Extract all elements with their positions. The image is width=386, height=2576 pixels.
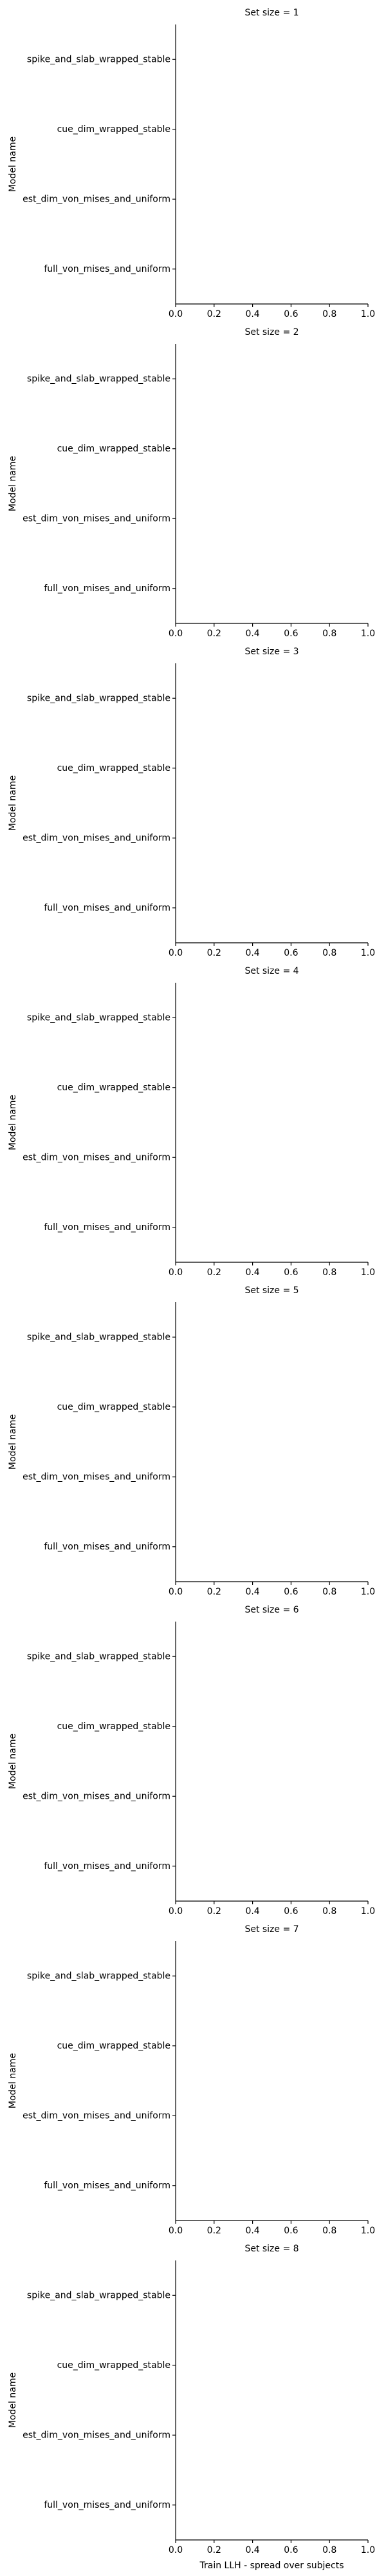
x-tick-label: 0.8 <box>322 1906 336 1917</box>
y-tick-label: full_von_mises_and_uniform <box>44 583 170 594</box>
y-tick-label: spike_and_slab_wrapped_stable <box>27 2290 170 2300</box>
y-tick-label: spike_and_slab_wrapped_stable <box>27 1332 170 1342</box>
x-tick-label: 0.0 <box>169 1906 183 1917</box>
x-tick-label: 0.8 <box>322 309 336 319</box>
y-tick-label: cue_dim_wrapped_stable <box>57 1721 170 1732</box>
y-axis-label: Model name <box>8 1414 18 1470</box>
y-tick-label: cue_dim_wrapped_stable <box>57 1402 170 1412</box>
x-tick-label: 0.0 <box>169 2226 183 2236</box>
x-tick-label: 0.4 <box>245 2226 259 2236</box>
x-tick-label: 0.0 <box>169 309 183 319</box>
x-tick-label: 0.6 <box>284 948 298 958</box>
x-tick-label: 0.2 <box>207 2226 221 2236</box>
x-tick-label: 0.6 <box>284 629 298 639</box>
panel-title: Set size = 6 <box>244 1605 299 1615</box>
x-tick-label: 0.8 <box>322 1587 336 1597</box>
panel-title: Set size = 4 <box>244 966 299 976</box>
y-axis-label: Model name <box>8 775 18 831</box>
panel-title: Set size = 2 <box>244 327 299 337</box>
x-tick-label: 0.4 <box>245 948 259 958</box>
panel-title: Set size = 7 <box>244 1924 299 1935</box>
x-tick-label: 0.2 <box>207 1906 221 1917</box>
x-tick-label: 0.6 <box>284 1587 298 1597</box>
y-tick-label: est_dim_von_mises_and_uniform <box>23 513 170 524</box>
y-tick-label: spike_and_slab_wrapped_stable <box>27 54 170 64</box>
y-tick-label: spike_and_slab_wrapped_stable <box>27 1971 170 1981</box>
y-axis-label: Model name <box>8 2053 18 2108</box>
y-tick-label: cue_dim_wrapped_stable <box>57 763 170 773</box>
x-tick-label: 0.0 <box>169 629 183 639</box>
y-tick-label: est_dim_von_mises_and_uniform <box>23 2110 170 2121</box>
y-tick-label: est_dim_von_mises_and_uniform <box>23 194 170 204</box>
x-tick-label: 0.2 <box>207 309 221 319</box>
panel-title: Set size = 8 <box>244 2244 299 2254</box>
x-tick-label: 0.6 <box>284 2226 298 2236</box>
y-tick-label: cue_dim_wrapped_stable <box>57 2041 170 2051</box>
y-tick-label: est_dim_von_mises_and_uniform <box>23 1472 170 1482</box>
y-tick-label: cue_dim_wrapped_stable <box>57 2360 170 2371</box>
x-tick-label: 0.2 <box>207 629 221 639</box>
x-tick-label: 1.0 <box>361 2226 375 2236</box>
x-tick-label: 0.0 <box>169 2545 183 2555</box>
x-tick-label: 0.8 <box>322 629 336 639</box>
x-tick-label: 0.2 <box>207 1267 221 1278</box>
x-tick-label: 0.0 <box>169 948 183 958</box>
y-tick-label: spike_and_slab_wrapped_stable <box>27 1651 170 1662</box>
x-tick-label: 1.0 <box>361 948 375 958</box>
x-tick-label: 0.2 <box>207 948 221 958</box>
x-tick-label: 1.0 <box>361 1267 375 1278</box>
x-tick-label: 0.8 <box>322 948 336 958</box>
panel-title: Set size = 1 <box>244 8 299 18</box>
x-tick-label: 1.0 <box>361 309 375 319</box>
x-tick-label: 0.6 <box>284 309 298 319</box>
y-axis-label: Model name <box>8 1734 18 1789</box>
panel-title: Set size = 5 <box>244 1285 299 1296</box>
y-tick-label: est_dim_von_mises_and_uniform <box>23 1791 170 1801</box>
y-tick-label: cue_dim_wrapped_stable <box>57 444 170 454</box>
y-tick-label: spike_and_slab_wrapped_stable <box>27 693 170 703</box>
y-tick-label: est_dim_von_mises_and_uniform <box>23 1152 170 1162</box>
y-axis-label: Model name <box>8 2372 18 2428</box>
x-tick-label: 0.4 <box>245 1587 259 1597</box>
x-tick-label: 0.4 <box>245 1906 259 1917</box>
y-axis-label: Model name <box>8 456 18 511</box>
y-axis-label: Model name <box>8 1095 18 1150</box>
x-tick-label: 0.6 <box>284 1267 298 1278</box>
y-tick-label: full_von_mises_and_uniform <box>44 903 170 913</box>
panel-title: Set size = 3 <box>244 647 299 657</box>
x-tick-label: 0.4 <box>245 1267 259 1278</box>
x-tick-label: 1.0 <box>361 2545 375 2555</box>
x-tick-label: 0.0 <box>169 1587 183 1597</box>
y-tick-label: est_dim_von_mises_and_uniform <box>23 833 170 843</box>
x-tick-label: 1.0 <box>361 629 375 639</box>
y-tick-label: full_von_mises_and_uniform <box>44 2500 170 2510</box>
x-tick-label: 0.4 <box>245 309 259 319</box>
x-tick-label: 0.0 <box>169 1267 183 1278</box>
y-tick-label: cue_dim_wrapped_stable <box>57 1083 170 1093</box>
x-tick-label: 0.2 <box>207 1587 221 1597</box>
y-tick-label: spike_and_slab_wrapped_stable <box>27 374 170 384</box>
x-tick-label: 0.4 <box>245 2545 259 2555</box>
y-tick-label: est_dim_von_mises_and_uniform <box>23 2430 170 2440</box>
y-tick-label: full_von_mises_and_uniform <box>44 1222 170 1233</box>
x-tick-label: 0.6 <box>284 2545 298 2555</box>
y-axis-label: Model name <box>8 137 18 192</box>
x-tick-label: 0.2 <box>207 2545 221 2555</box>
x-tick-label: 0.8 <box>322 2226 336 2236</box>
x-tick-label: 0.8 <box>322 2545 336 2555</box>
x-tick-label: 0.8 <box>322 1267 336 1278</box>
y-tick-label: cue_dim_wrapped_stable <box>57 124 170 135</box>
y-tick-label: spike_and_slab_wrapped_stable <box>27 1012 170 1023</box>
x-tick-label: 1.0 <box>361 1587 375 1597</box>
y-tick-label: full_von_mises_and_uniform <box>44 2181 170 2191</box>
y-tick-label: full_von_mises_and_uniform <box>44 264 170 274</box>
x-axis-label: Train LLH - spread over subjects <box>199 2561 344 2571</box>
x-tick-label: 0.6 <box>284 1906 298 1917</box>
x-tick-label: 0.4 <box>245 629 259 639</box>
x-tick-label: 1.0 <box>361 1906 375 1917</box>
y-tick-label: full_von_mises_and_uniform <box>44 1542 170 1552</box>
y-tick-label: full_von_mises_and_uniform <box>44 1861 170 1871</box>
